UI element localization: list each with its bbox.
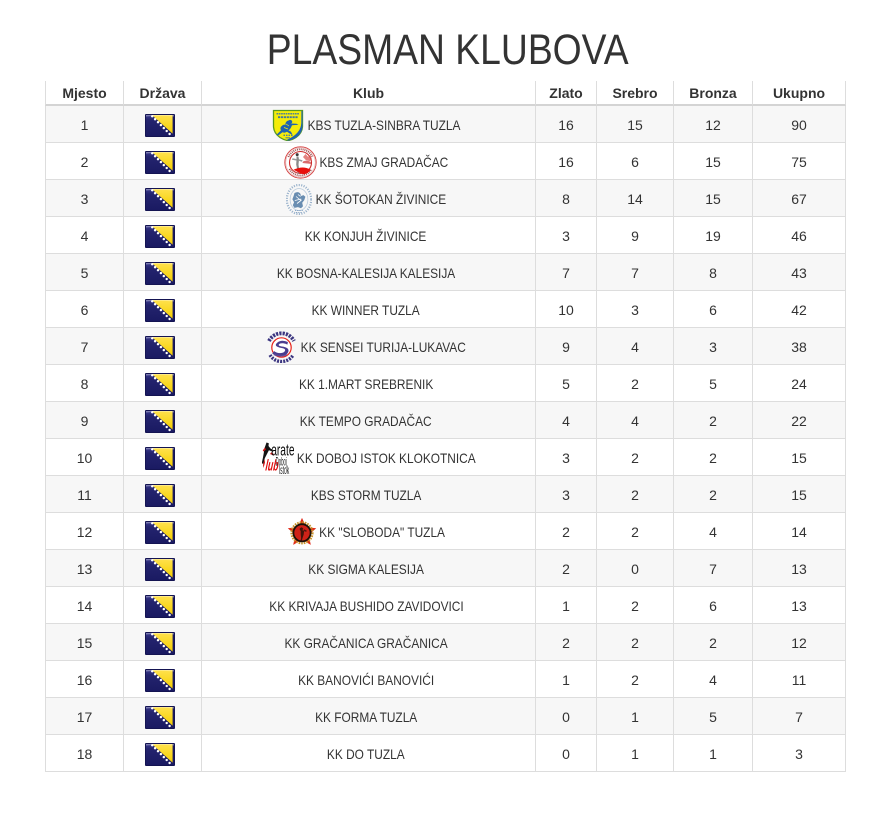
svg-text:Istok: Istok xyxy=(278,463,289,474)
svg-text:arate: arate xyxy=(271,442,294,459)
svg-text:lub: lub xyxy=(263,456,280,474)
svg-text:Doboj: Doboj xyxy=(275,455,286,468)
